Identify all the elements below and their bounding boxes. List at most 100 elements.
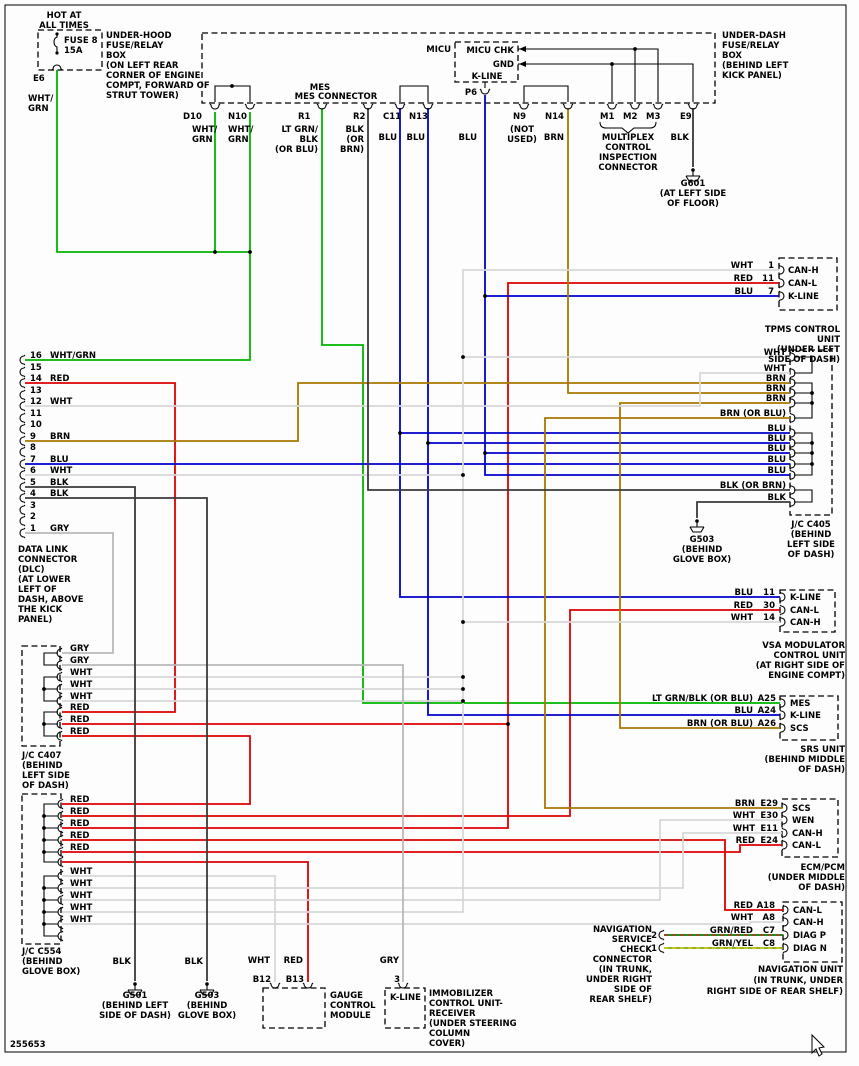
wire-color: WHT/GRN: [50, 351, 96, 361]
pin-e6: [51, 64, 63, 71]
pin-number: 9: [30, 432, 36, 442]
wire-color: RED: [734, 274, 753, 284]
pin-number: 6: [30, 466, 36, 476]
wire-color: GRN: [28, 104, 49, 114]
signal-name: CAN-L: [792, 841, 821, 851]
dlc-note: THE KICK: [18, 605, 63, 615]
wire-color: BLU: [407, 133, 426, 143]
signal-name: K-LINE: [790, 593, 821, 603]
c407-jumpers: [43, 652, 58, 737]
connector-note: LEFT SIDE: [22, 771, 70, 781]
micu-signal-lines: [484, 48, 694, 102]
terminal-e6: E6: [33, 74, 45, 84]
wire-color: WHT: [731, 613, 753, 623]
pin-number: A24: [758, 706, 776, 716]
wire-color: WHT: [70, 903, 92, 913]
dlc-note: PANEL): [18, 615, 52, 625]
ground-g501-note: (BEHIND LEFT: [102, 1001, 169, 1011]
wire-color: RED: [50, 374, 69, 384]
unit-note: OF DASH): [798, 765, 845, 775]
mes-terminals: D10 N10 R1 R2 C11 N13 N9 N14 M1 M2 M3 E9…: [183, 112, 726, 209]
wire-blu-k-line: [25, 95, 790, 716]
unit-note: TPMS CONTROL: [765, 325, 841, 335]
unit-note: SIDE OF DASH): [768, 355, 840, 365]
wire-color: BLU: [50, 455, 69, 465]
wire-color: BRN: [735, 799, 755, 809]
gauge-note: CONTROL: [330, 1001, 376, 1011]
wire-color: BRN): [340, 145, 364, 155]
wire-color: GRN: [228, 135, 249, 145]
immobilizer-note: RECEIVER: [429, 1009, 476, 1019]
wire-color: BRN: [50, 432, 70, 442]
wire-color: BLU: [735, 287, 754, 297]
mes-label: MES: [310, 83, 330, 93]
unit-note: (AT RIGHT SIDE OF: [756, 661, 845, 671]
wire-color: LT GRN/: [281, 125, 318, 135]
dlc-note: DATA LINK: [18, 545, 68, 555]
pin-number: 1: [768, 261, 774, 271]
wire-color: WHT: [248, 956, 270, 966]
unit-note: ECM/PCM: [800, 863, 845, 873]
underhood-note: STRUT TOWER): [106, 91, 179, 101]
underhood-note: CORNER OF ENGINE: [106, 71, 201, 81]
junction-dots: [42, 47, 814, 926]
pin-number: 1: [30, 524, 36, 534]
wire-color: BLU: [768, 455, 787, 465]
pin-b12: B12: [253, 975, 271, 985]
wire-color: WHT: [764, 364, 786, 374]
wire-color: BLU: [768, 444, 787, 454]
pin-number: 3: [394, 975, 400, 985]
pin-m3: M3: [646, 112, 660, 122]
wire-color: WHT: [731, 261, 753, 271]
underdash-note: (BEHIND LEFT: [722, 61, 789, 71]
wire-color: WHT: [733, 811, 755, 821]
jc-c554: RED RED RED RED RED WHT WHT WHT WHT WHT …: [21, 795, 92, 977]
multiplex-brace: [599, 121, 657, 134]
wire-wht-can-h: [25, 269, 790, 982]
dlc-note: (AT LOWER: [18, 575, 71, 585]
pin-number: 12: [30, 397, 42, 407]
wire-color: BLK: [185, 957, 204, 967]
signal-name: SCS: [790, 724, 809, 734]
unit-note: (UNDER LEFT: [777, 345, 840, 355]
wire-color: RED: [70, 795, 89, 805]
pin-number: 11: [30, 409, 42, 419]
pin-number: A8: [763, 913, 776, 923]
wire-color: GRN/RED: [710, 926, 753, 936]
connector-note: (BEHIND: [22, 761, 63, 771]
ground-g501-note: SIDE OF DASH): [99, 1011, 171, 1021]
micu-name: MICU: [426, 45, 451, 55]
wire-color: RED: [70, 819, 89, 829]
ground-g503-right-icon: [689, 518, 705, 533]
pin-number: E11: [760, 824, 778, 834]
signal-name: WEN: [792, 816, 814, 826]
ground-g501-label: G501: [123, 991, 148, 1001]
fuse-name: FUSE 8: [64, 36, 98, 46]
wire-color: BLU: [735, 706, 754, 716]
wire-color: WHT: [733, 824, 755, 834]
connector-label: J/C C405: [790, 520, 831, 530]
unit-note: (BEHIND MIDDLE: [764, 755, 845, 765]
underhood-fuse-box: [37, 29, 103, 71]
wire-color: WHT: [70, 891, 92, 901]
wire-color: WHT/: [28, 94, 54, 104]
pin-m2: M2: [623, 112, 637, 122]
pin-number: 1: [651, 944, 657, 954]
wire-color: WHT: [70, 867, 92, 877]
unit-note: UNIT: [817, 335, 840, 345]
wire-color: WHT: [50, 397, 72, 407]
wire-color: BRN: [766, 384, 786, 394]
tpms-box: [778, 257, 838, 311]
signal-name: SCS: [792, 804, 811, 814]
not-used-note: (NOT: [510, 125, 534, 135]
tpms-unit: WHT 1 CAN-H RED 11 CAN-L BLU 7 K-LINE TP…: [731, 261, 841, 365]
pin-number: 2: [30, 512, 36, 522]
wire-color: BLK: [300, 135, 319, 145]
c554-jumpers: [43, 803, 58, 937]
connector-note: (BEHIND: [22, 957, 63, 967]
dlc-note: DASH, ABOVE: [18, 595, 84, 605]
nav-unit: RED A18 CAN-L WHT A8 CAN-H GRN/RED C7 DI…: [586, 901, 843, 1005]
vsa-unit: BLU 11 K-LINE RED 30 CAN-L WHT 14 CAN-H …: [731, 588, 846, 681]
multiplex-note: MULTIPLEX: [602, 133, 655, 143]
